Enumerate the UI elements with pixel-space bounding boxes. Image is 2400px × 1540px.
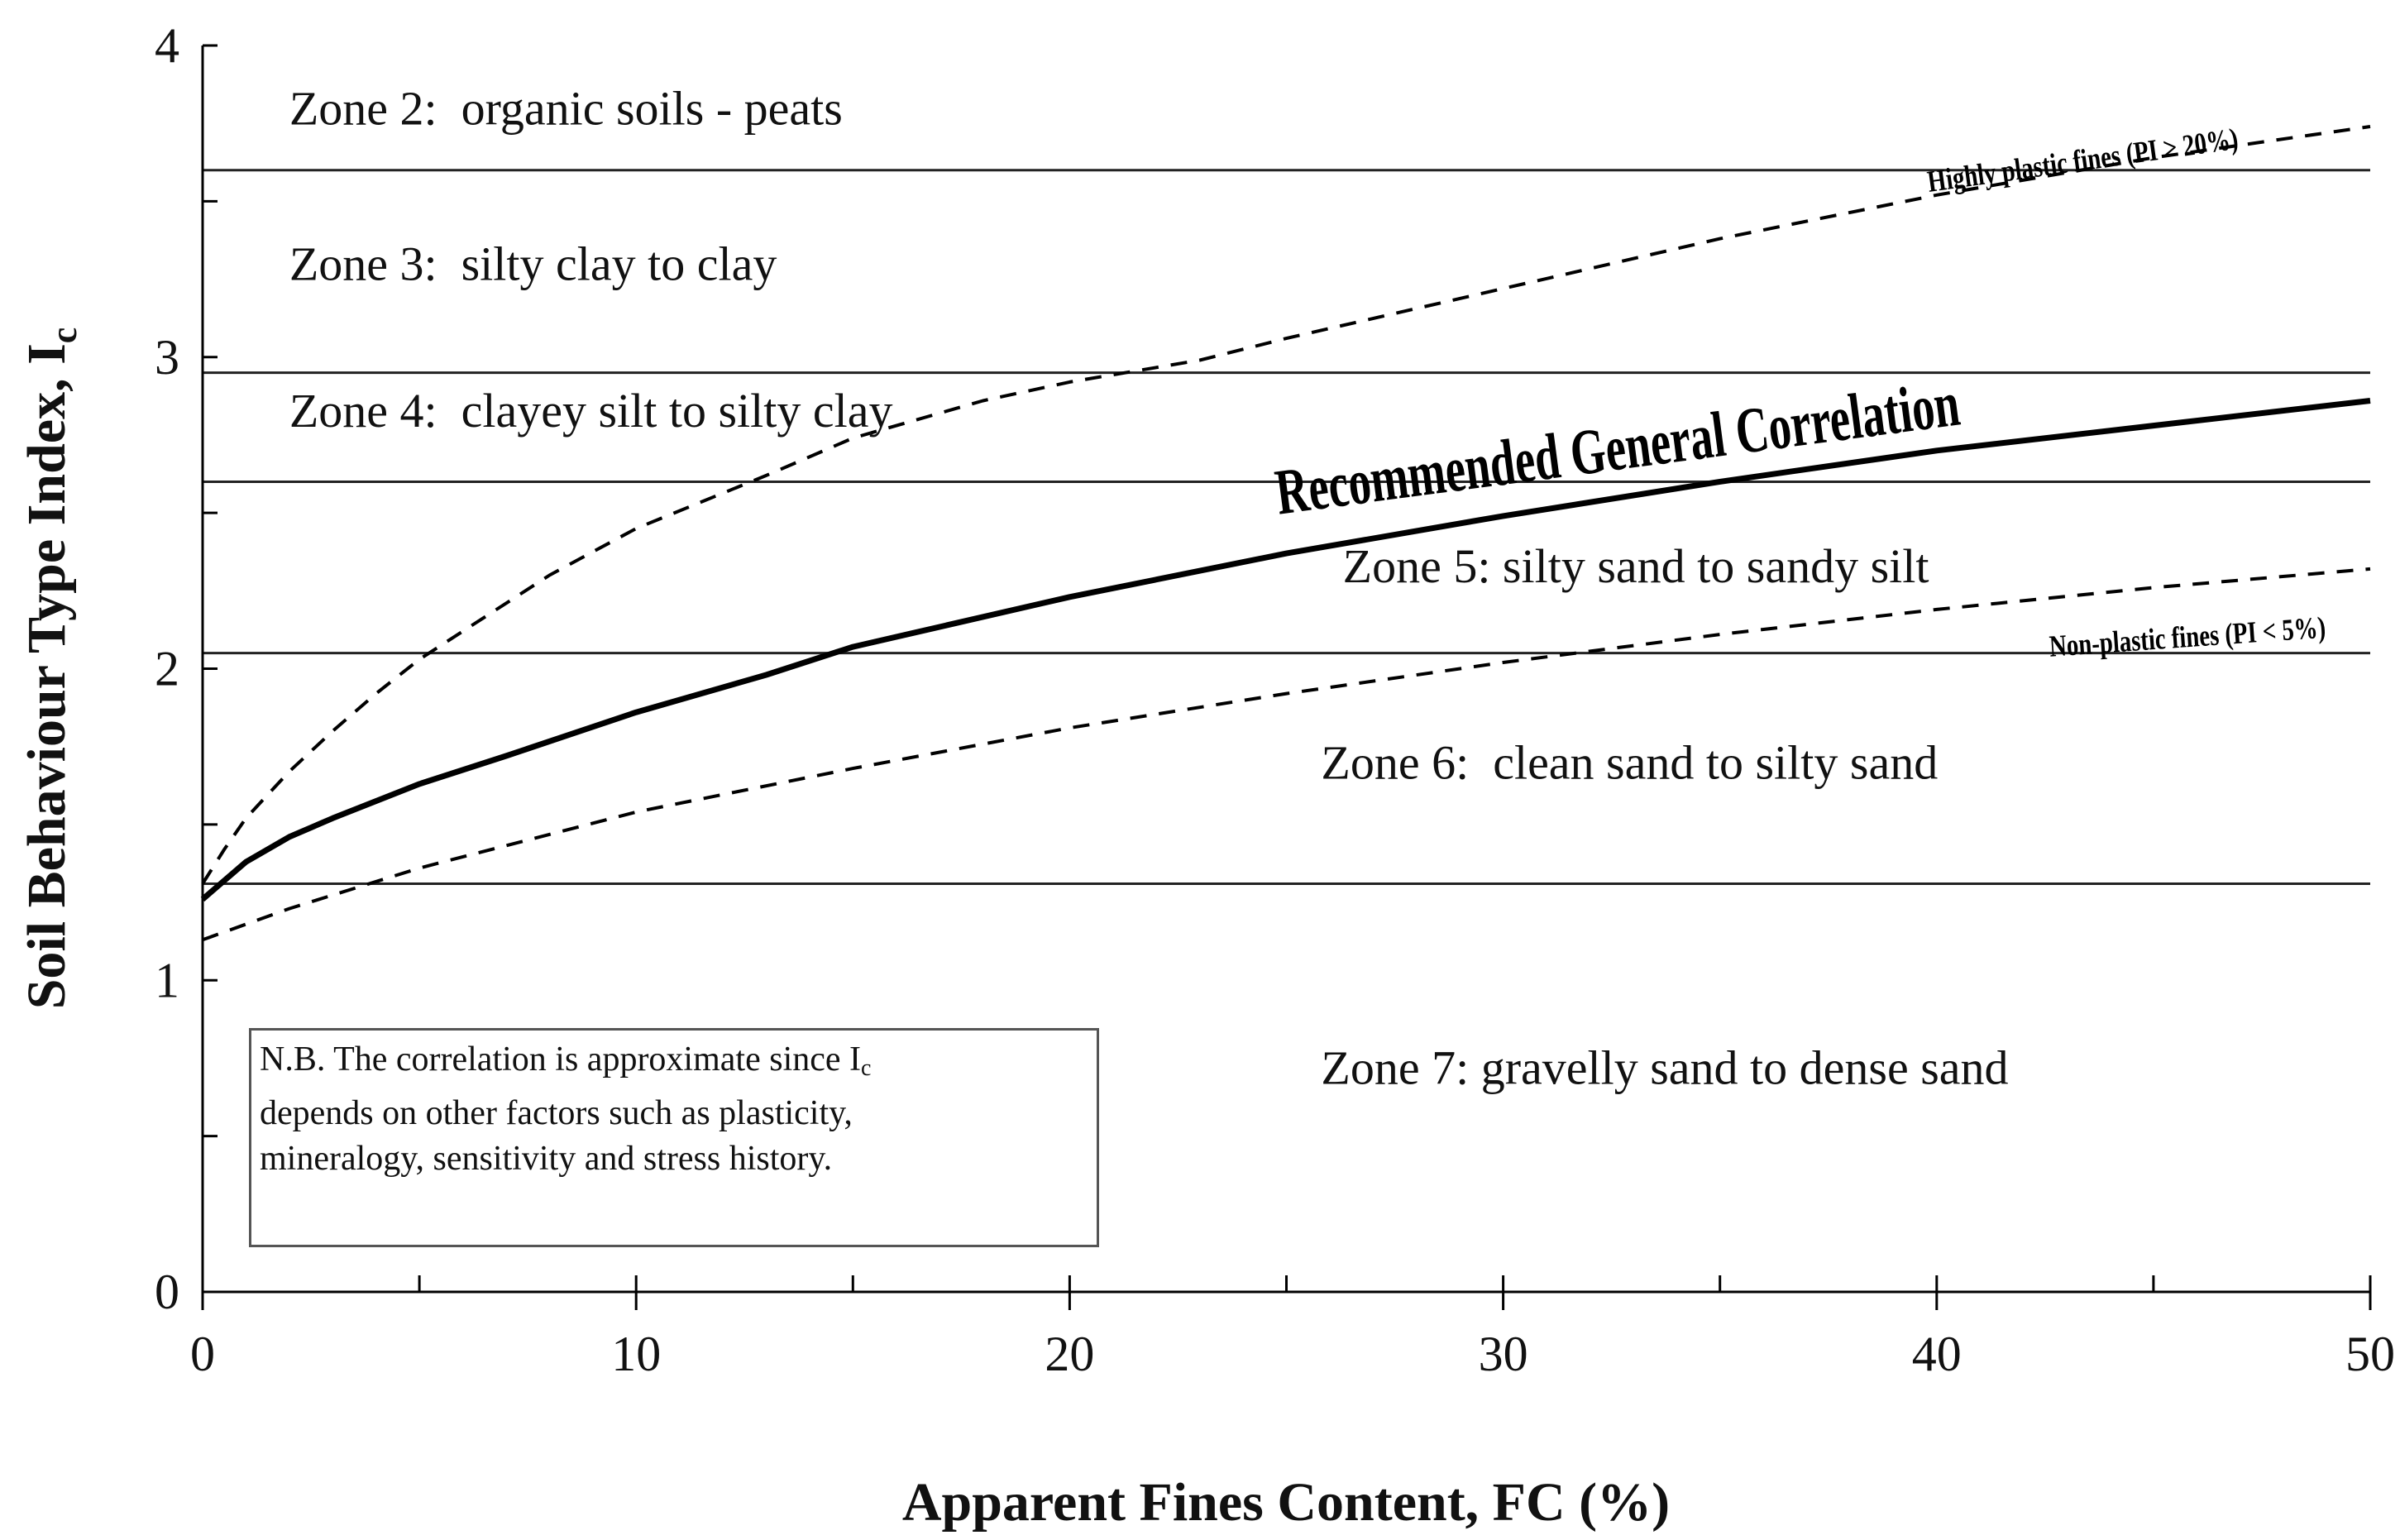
note-subscript: c	[861, 1055, 872, 1081]
x-tick-label-50: 50	[2345, 1327, 2395, 1381]
zone-label-2: Zone 2: organic soils - peats	[289, 81, 843, 135]
note-box: N.B. The correlation is approximate sinc…	[249, 1028, 1099, 1247]
ticks: 0 10 20 30 40 50 0 1 2 3 4	[155, 18, 2395, 1381]
series-label-2: Non-plastic fines (PI < 5%)	[2049, 611, 2327, 663]
y-tick-label-4: 4	[155, 18, 179, 73]
x-tick-label-30: 30	[1479, 1327, 1528, 1381]
zone-boundary-lines	[203, 169, 2370, 885]
y-axis-label-sub: c	[44, 328, 84, 344]
zone-label-5: Zone 5: silty sand to sandy silt	[1343, 539, 1929, 593]
zone-label-4: Zone 4: clayey silt to silty clay	[289, 384, 893, 438]
y-tick-label-2: 2	[155, 642, 179, 696]
series-label-1: Highly plastic fines (PI > 20%)	[1925, 122, 2240, 198]
note-line-1: N.B. The correlation is approximate sinc…	[260, 1037, 1088, 1091]
zone-label-7: Zone 7: gravelly sand to dense sand	[1321, 1041, 2008, 1095]
series-line-2	[202, 567, 2371, 942]
note-line-3: mineralogy, sensitivity and stress histo…	[260, 1140, 833, 1178]
series-layer	[200, 125, 2371, 942]
series-line-1	[201, 125, 2371, 885]
y-tick-label-0: 0	[155, 1265, 179, 1319]
note-line-1-text: N.B. The correlation is approximate sinc…	[260, 1040, 862, 1078]
series-label-0: Recommended General Correlation	[1271, 367, 1963, 528]
x-tick-label-0: 0	[190, 1327, 215, 1381]
zone-label-6: Zone 6: clean sand to silty sand	[1321, 736, 1938, 790]
zone-label-3: Zone 3: silty clay to clay	[289, 237, 777, 291]
series-line-0	[200, 398, 2371, 902]
x-tick-label-20: 20	[1045, 1327, 1094, 1381]
x-axis-label: Apparent Fines Content, FC (%)	[902, 1472, 1670, 1533]
y-axis-label: Soil Behaviour Type Index, Ic	[17, 328, 84, 1010]
y-axis-label-main: Soil Behaviour Type Index, I	[17, 343, 77, 1009]
y-tick-label-1: 1	[155, 953, 179, 1007]
x-tick-label-10: 10	[611, 1327, 661, 1381]
y-tick-label-3: 3	[155, 330, 179, 385]
x-tick-label-40: 40	[1912, 1327, 1962, 1381]
zone-labels: Zone 2: organic soils - peats Zone 3: sil…	[289, 81, 2009, 1094]
note-line-2: depends on other factors such as plastic…	[260, 1094, 853, 1132]
